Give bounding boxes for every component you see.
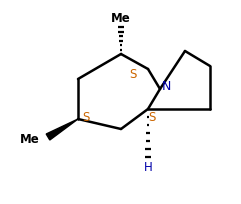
Text: S: S — [82, 111, 90, 124]
Text: S: S — [129, 68, 137, 81]
Text: N: N — [162, 80, 171, 93]
Polygon shape — [46, 119, 78, 140]
Text: Me: Me — [20, 133, 40, 146]
Text: H: H — [144, 161, 152, 174]
Text: Me: Me — [111, 11, 131, 24]
Text: S: S — [148, 111, 155, 124]
